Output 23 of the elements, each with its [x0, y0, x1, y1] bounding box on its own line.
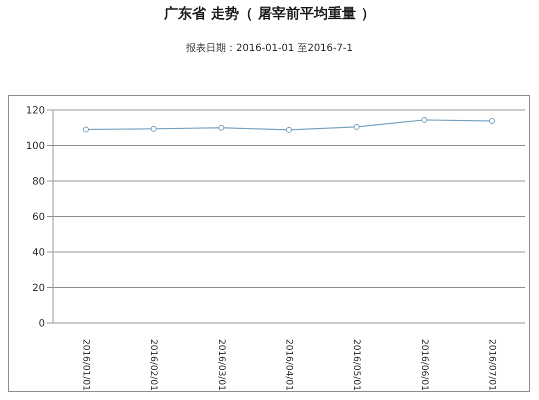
y-tick-label: 120: [26, 106, 45, 117]
point: [150, 126, 157, 132]
chart-title: 广东省 走势（ 屠宰前平均重量 ）: [162, 5, 376, 23]
point: [218, 124, 224, 131]
x-tick-label: 2016/01/01: [80, 339, 91, 391]
point: [421, 116, 428, 123]
point: [83, 126, 89, 133]
x-tick-label: 2016/03/01: [216, 339, 226, 391]
y-tick-label: 40: [32, 248, 45, 259]
x-tick-label: 2016/05/01: [351, 339, 362, 391]
chart-subtitle: 报表日期：2016-01-01 至2016-7-1: [185, 42, 354, 55]
y-tick-label: 80: [32, 176, 45, 188]
y-tick-label: 100: [26, 141, 45, 152]
x-tick-label: 2016/07/01: [486, 339, 497, 391]
y-tick-label: 0: [38, 318, 45, 330]
point: [354, 124, 360, 130]
x-tick-label: 2016/04/01: [284, 339, 294, 391]
point: [286, 126, 292, 133]
y-tick-label: 20: [32, 283, 45, 294]
point: [489, 118, 495, 124]
y-tick-label: 60: [32, 212, 45, 224]
x-tick-label: 2016/06/01: [418, 339, 429, 391]
x-tick-label: 2016/02/01: [148, 339, 158, 391]
